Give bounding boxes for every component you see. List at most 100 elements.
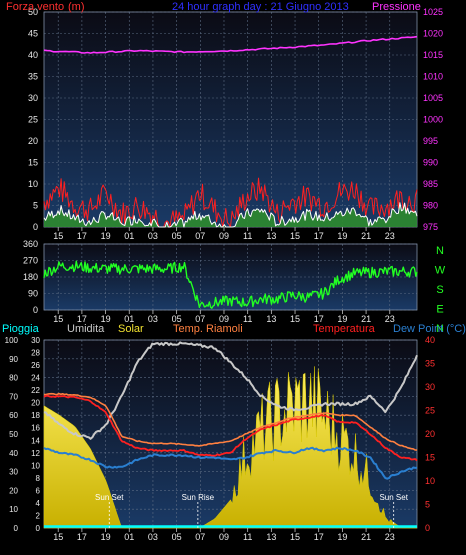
x-tick-label: 19 xyxy=(101,231,111,241)
y-left-tick-label: 270 xyxy=(23,256,38,266)
y-left-tick-label: 180 xyxy=(23,272,38,282)
wind-average-area xyxy=(44,202,417,227)
legend-humidity: Umidita xyxy=(67,323,105,335)
y-right-tick-label: 5 xyxy=(425,500,430,510)
y-right-tick-label: 1000 xyxy=(423,115,443,125)
x-tick-label: 01 xyxy=(124,532,134,542)
y-mid-tick-label: 6 xyxy=(36,486,41,495)
y-left-tick-label: 10 xyxy=(9,505,18,514)
x-tick-label: 03 xyxy=(148,231,158,241)
pressure-line xyxy=(43,35,418,54)
y-left-tick-label: 10 xyxy=(28,179,38,189)
x-tick-label: 15 xyxy=(53,532,63,542)
compass-label: W xyxy=(435,265,446,277)
x-tick-label: 09 xyxy=(219,314,229,324)
y-right-tick-label: 995 xyxy=(423,136,438,146)
y-mid-tick-label: 10 xyxy=(31,461,40,470)
y-mid-tick-label: 22 xyxy=(31,386,40,395)
x-tick-label: 17 xyxy=(77,231,87,241)
x-tick-label: 03 xyxy=(148,314,158,324)
y-right-tick-label: 20 xyxy=(425,429,435,439)
y-right-tick-label: 15 xyxy=(425,453,435,463)
wind-average-line xyxy=(43,202,418,228)
legend-solar: Solar xyxy=(118,323,144,335)
x-tick-label: 11 xyxy=(243,314,252,324)
y-mid-tick-label: 2 xyxy=(36,511,41,520)
x-tick-label: 17 xyxy=(314,314,324,324)
y-left-tick-label: 35 xyxy=(28,72,38,82)
y-right-tick-label: 985 xyxy=(423,179,438,189)
y-left-tick-label: 90 xyxy=(9,355,18,364)
x-tick-label: 07 xyxy=(195,314,205,324)
y-left-tick-label: 20 xyxy=(28,136,38,146)
y-left-tick-label: 30 xyxy=(28,93,38,103)
x-tick-label: 01 xyxy=(124,314,134,324)
y-mid-tick-label: 20 xyxy=(31,399,40,408)
x-tick-label: 19 xyxy=(337,532,347,542)
compass-label: S xyxy=(436,284,443,296)
y-right-tick-label: 35 xyxy=(425,359,435,369)
x-tick-label: 15 xyxy=(53,314,63,324)
umiditaline xyxy=(43,341,418,440)
x-tick-label: 01 xyxy=(124,231,134,241)
y-left-tick-label: 50 xyxy=(9,430,18,439)
y-left-tick-label: 90 xyxy=(28,289,38,299)
x-tick-label: 17 xyxy=(314,532,324,542)
y-right-tick-label: 30 xyxy=(425,382,435,392)
y-left-tick-label: 25 xyxy=(28,115,38,125)
x-tick-label: 13 xyxy=(266,231,276,241)
y-right-tick-label: 25 xyxy=(425,406,435,416)
plot-marks xyxy=(43,35,418,529)
sun-event-label: Sun Rise xyxy=(182,493,215,502)
y-left-tick-label: 30 xyxy=(9,468,18,477)
y-left-tick-label: 0 xyxy=(33,222,38,232)
legend-indoor-temp: Temp. Riamoli xyxy=(173,323,243,335)
x-tick-label: 21 xyxy=(361,532,371,542)
y-mid-tick-label: 8 xyxy=(36,474,41,483)
y-left-tick-label: 20 xyxy=(9,486,18,495)
y-mid-tick-label: 26 xyxy=(31,361,40,370)
y-left-tick-label: 40 xyxy=(28,50,38,60)
x-tick-label: 23 xyxy=(385,532,395,542)
x-tick-label: 23 xyxy=(385,314,395,324)
y-right-tick-label: 990 xyxy=(423,158,438,168)
x-tick-label: 15 xyxy=(290,314,300,324)
y-mid-tick-label: 12 xyxy=(31,449,40,458)
y-mid-tick-label: 30 xyxy=(31,336,40,345)
solar-area xyxy=(43,366,417,529)
x-tick-label: 11 xyxy=(243,231,252,241)
y-right-tick-label: 1005 xyxy=(423,93,443,103)
y-right-tick-label: 975 xyxy=(423,222,438,232)
x-tick-label: 13 xyxy=(266,314,276,324)
wind-legend-unit: (m) xyxy=(68,1,85,13)
x-tick-label: 21 xyxy=(361,314,371,324)
x-tick-label: 15 xyxy=(290,532,300,542)
y-mid-tick-label: 24 xyxy=(31,374,40,383)
y-left-tick-label: 0 xyxy=(14,524,19,533)
sun-event-label: Sun Set xyxy=(95,493,124,502)
x-tick-label: 21 xyxy=(361,231,371,241)
y-left-tick-label: 100 xyxy=(5,336,19,345)
x-tick-label: 03 xyxy=(148,532,158,542)
y-mid-tick-label: 14 xyxy=(31,436,40,445)
legend-rain: Pioggia xyxy=(2,323,40,335)
y-right-tick-label: 1025 xyxy=(423,7,443,17)
x-tick-label: 19 xyxy=(101,314,111,324)
chart-title: 24 hour graph day : 21 Giugno 2013 xyxy=(172,1,349,13)
x-tick-label: 07 xyxy=(195,532,205,542)
x-tick-label: 19 xyxy=(337,231,347,241)
compass-label: E xyxy=(436,304,443,316)
dew-point-c-line xyxy=(43,446,418,480)
x-tick-label: 17 xyxy=(77,314,87,324)
x-tick-label: 11 xyxy=(243,532,252,542)
y-left-tick-label: 45 xyxy=(28,29,38,39)
y-right-tick-label: 40 xyxy=(425,335,435,345)
x-tick-label: 05 xyxy=(172,231,182,241)
y-left-tick-label: 0 xyxy=(33,305,38,315)
x-tick-label: 13 xyxy=(266,532,276,542)
direction-line xyxy=(43,260,418,309)
y-right-tick-label: 1020 xyxy=(423,29,443,39)
y-right-tick-label: 0 xyxy=(425,523,430,533)
legend-temperature: Temperatura xyxy=(313,323,376,335)
